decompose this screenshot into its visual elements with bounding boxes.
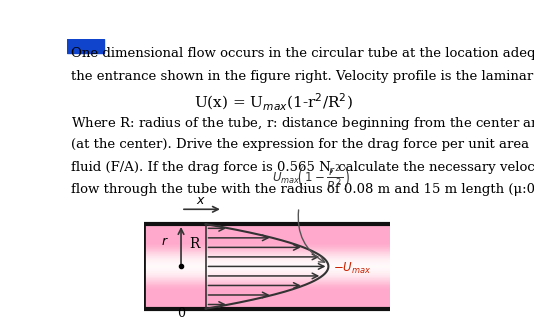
Polygon shape [144,253,390,280]
Polygon shape [144,264,390,268]
Polygon shape [144,263,390,270]
Polygon shape [144,266,390,267]
Polygon shape [144,249,390,284]
Text: Where R: radius of the tube, r: distance beginning from the center and U$_{max}$: Where R: radius of the tube, r: distance… [71,115,534,132]
Text: $r$: $r$ [161,235,169,248]
Polygon shape [144,260,390,273]
Polygon shape [144,265,390,268]
Text: flow through the tube with the radius of 0.08 m and 15 m length (μ:0.0010 kg/m. : flow through the tube with the radius of… [71,183,534,196]
Polygon shape [144,258,390,275]
Polygon shape [144,254,390,278]
Text: (at the center). Drive the expression for the drag force per unit area applied t: (at the center). Drive the expression fo… [71,138,534,151]
Text: $x$: $x$ [196,194,206,207]
Polygon shape [144,251,390,282]
Text: $U_{max}\!\left(1 - \dfrac{r^2}{R^2}\right)$: $U_{max}\!\left(1 - \dfrac{r^2}{R^2}\rig… [272,163,350,195]
Polygon shape [144,250,390,283]
Text: R: R [190,237,200,252]
Polygon shape [144,249,390,284]
Polygon shape [144,253,390,280]
Text: fluid (F/A). If the drag force is 0.565 N, calculate the necessary velocity for : fluid (F/A). If the drag force is 0.565 … [71,161,534,174]
Polygon shape [144,251,390,282]
Polygon shape [144,261,390,272]
Text: the entrance shown in the figure right. Velocity profile is the laminar and expr: the entrance shown in the figure right. … [71,70,534,83]
Polygon shape [144,256,390,277]
Polygon shape [144,257,390,275]
Polygon shape [144,257,390,276]
Text: 0: 0 [177,307,185,320]
Text: One dimensional flow occurs in the circular tube at the location adequately far : One dimensional flow occurs in the circu… [71,47,534,60]
Polygon shape [144,264,390,269]
Polygon shape [144,259,390,274]
Polygon shape [144,262,390,271]
Polygon shape [144,263,390,270]
Polygon shape [144,261,390,272]
Polygon shape [144,255,390,278]
Polygon shape [144,224,390,309]
Bar [67,39,104,53]
Polygon shape [144,256,390,277]
Polygon shape [144,252,390,281]
Polygon shape [144,254,390,279]
Polygon shape [144,259,390,274]
Text: U(x) = U$_{max}$(1-r$^{2}$/R$^{2}$): U(x) = U$_{max}$(1-r$^{2}$/R$^{2}$) [194,92,353,113]
Text: $-U_{max}$: $-U_{max}$ [333,261,372,276]
